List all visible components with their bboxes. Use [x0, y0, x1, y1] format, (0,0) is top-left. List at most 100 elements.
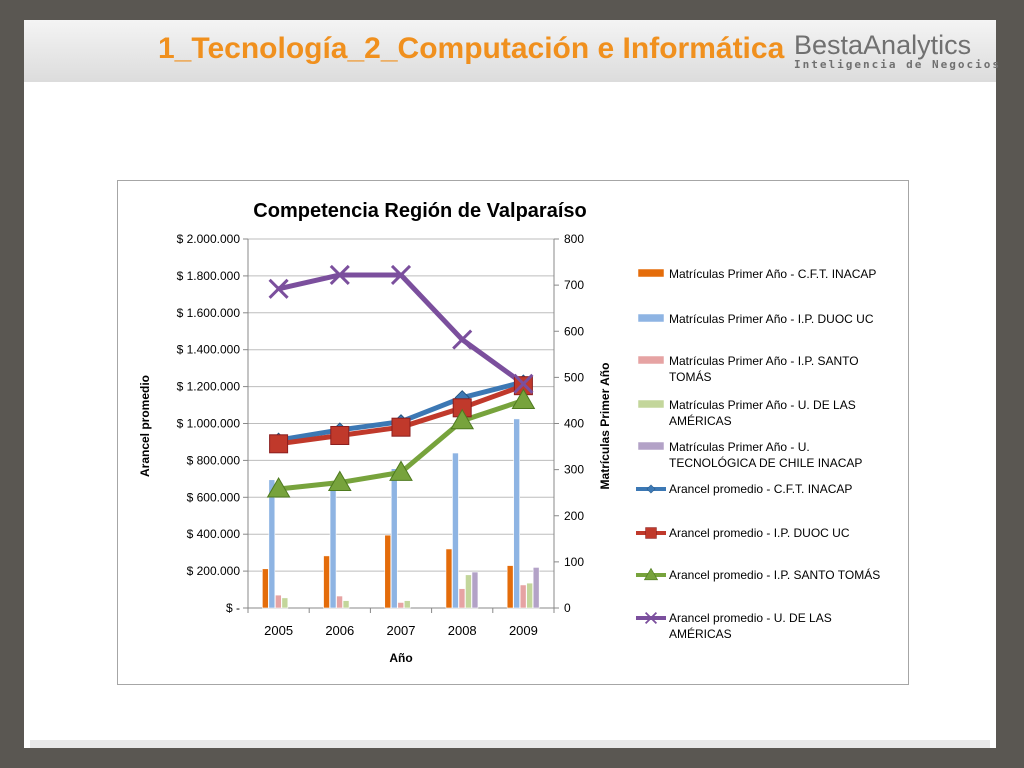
line-marker: [643, 567, 659, 581]
y2-tick-label: 500: [564, 370, 584, 384]
legend-swatch: [637, 441, 665, 451]
legend-label: Arancel promedio - C.F.T. INACAP: [669, 482, 852, 496]
y2-tick-label: 300: [564, 463, 584, 477]
bar: [342, 600, 350, 609]
logo-subtitle: Inteligencia de Negocios: [794, 58, 1001, 71]
bar: [452, 452, 459, 609]
y-tick-label: $ 1.400.000: [177, 343, 241, 357]
y2-tick-label: 700: [564, 278, 584, 292]
logo-main-text: BestaAnalytics: [794, 30, 972, 60]
line-marker: [646, 484, 656, 494]
legend-label: Matrículas Primer Año - U. DE LAS: [669, 398, 856, 412]
line-marker: [390, 264, 412, 286]
legend-label: Matrículas Primer Año - C.F.T. INACAP: [669, 267, 876, 281]
x-tick-label: 2006: [325, 623, 354, 638]
bar: [526, 582, 533, 609]
bar: [458, 588, 466, 609]
bar: [403, 600, 411, 609]
y2-axis-title: Matrículas Primer Año: [598, 363, 612, 490]
legend-item: Arancel promedio - C.F.T. INACAP: [636, 482, 852, 496]
legend-marker: [644, 611, 658, 625]
series-line: [278, 272, 525, 386]
bar: [471, 571, 479, 609]
slide-footer-bar: [30, 740, 990, 748]
legend-marker: [643, 567, 659, 581]
y2-tick-label: 800: [564, 232, 584, 246]
bar: [445, 548, 453, 609]
legend-swatch: [637, 399, 665, 409]
y2-tick-label: 400: [564, 417, 584, 431]
y2-tick-label: 100: [564, 555, 584, 569]
chart: Competencia Región de Valparaíso $ - $ 20…: [138, 200, 880, 665]
bar: [336, 595, 343, 609]
slide-title: 1_Tecnología_2_Computación e Informática: [158, 32, 785, 65]
x-tick-label: 2005: [264, 623, 293, 638]
y-tick-label: $ 1.200.000: [177, 380, 241, 394]
y-tick-label: $ 200.000: [187, 564, 241, 578]
legend-item: Matrículas Primer Año - U.TECNOLÓGICA DE…: [637, 440, 862, 470]
y-tick-label: $ 400.000: [187, 527, 241, 541]
y-tick-label: $ 2.000.000: [177, 232, 241, 246]
line-marker: [450, 408, 475, 430]
y2-tick-label: 600: [564, 324, 584, 338]
bar: [519, 584, 527, 609]
y-tick-label: $ 800.000: [187, 453, 241, 467]
x-tick-label: 2009: [509, 623, 538, 638]
y-tick-label: $ 600.000: [187, 490, 241, 504]
chart-title: Competencia Región de Valparaíso: [253, 200, 586, 222]
legend-item: Matrículas Primer Año - C.F.T. INACAP: [637, 267, 876, 281]
bar: [465, 574, 472, 609]
legend-item: Arancel promedio - I.P. SANTO TOMÁS: [636, 567, 880, 582]
slide-header: [24, 20, 996, 82]
y-tick-label: $ -: [226, 601, 240, 615]
line-marker: [644, 611, 658, 625]
bar: [532, 567, 540, 609]
legend-label: Matrículas Primer Año - I.P. SANTO: [669, 354, 859, 368]
y2-tick-label: 0: [564, 601, 571, 615]
legend-label: TECNOLÓGICA DE CHILE INACAP: [669, 455, 862, 470]
legend-item: Matrículas Primer Año - I.P. DUOC UC: [637, 312, 874, 326]
legend-swatch: [637, 268, 665, 278]
x-tick-label: 2008: [448, 623, 477, 638]
line-marker: [268, 278, 289, 299]
legend-swatch: [637, 313, 665, 323]
y2-tick-label: 200: [564, 509, 584, 523]
company-logo: BestaAnalytics Inteligencia de Negocios: [794, 30, 1001, 71]
y-tick-label: $ 1.600.000: [177, 306, 241, 320]
bar: [275, 594, 282, 609]
x-axis-title: Año: [389, 651, 412, 665]
legend-label: AMÉRICAS: [669, 626, 732, 641]
line-marker: [645, 527, 657, 539]
line-marker: [511, 388, 536, 409]
legend-label: AMÉRICAS: [669, 413, 732, 428]
bar: [390, 468, 398, 609]
legend-marker: [646, 484, 656, 494]
line-marker: [327, 470, 352, 492]
line-marker: [513, 373, 534, 394]
bar: [513, 418, 520, 609]
slide: BestaAnalytics Inteligencia de Negocios …: [24, 20, 999, 748]
legend-item: Matrículas Primer Año - U. DE LASAMÉRICA…: [637, 398, 856, 428]
legend-label: Arancel promedio - I.P. SANTO TOMÁS: [669, 567, 880, 582]
bar: [323, 555, 330, 609]
line-marker: [329, 264, 350, 286]
legend-marker: [645, 527, 657, 539]
bar: [397, 602, 405, 609]
bar: [506, 565, 514, 609]
legend-label: TOMÁS: [669, 369, 711, 384]
bar: [281, 597, 289, 609]
bar: [262, 568, 269, 609]
y-tick-label: $ 1.000.000: [177, 417, 241, 431]
line-marker: [266, 476, 291, 498]
legend-label: Matrículas Primer Año - U.: [669, 440, 810, 454]
legend-label: Arancel promedio - U. DE LAS: [669, 611, 832, 625]
line-marker: [452, 329, 473, 350]
legend-item: Arancel promedio - I.P. DUOC UC: [636, 526, 850, 540]
bar: [384, 534, 392, 609]
legend-label: Arancel promedio - I.P. DUOC UC: [669, 526, 850, 540]
line-marker: [330, 425, 350, 445]
legend-swatch: [637, 355, 665, 365]
y-tick-label: $ 1.800.000: [177, 269, 241, 283]
chart-frame: Competencia Región de Valparaíso $ - $ 20…: [117, 180, 909, 685]
